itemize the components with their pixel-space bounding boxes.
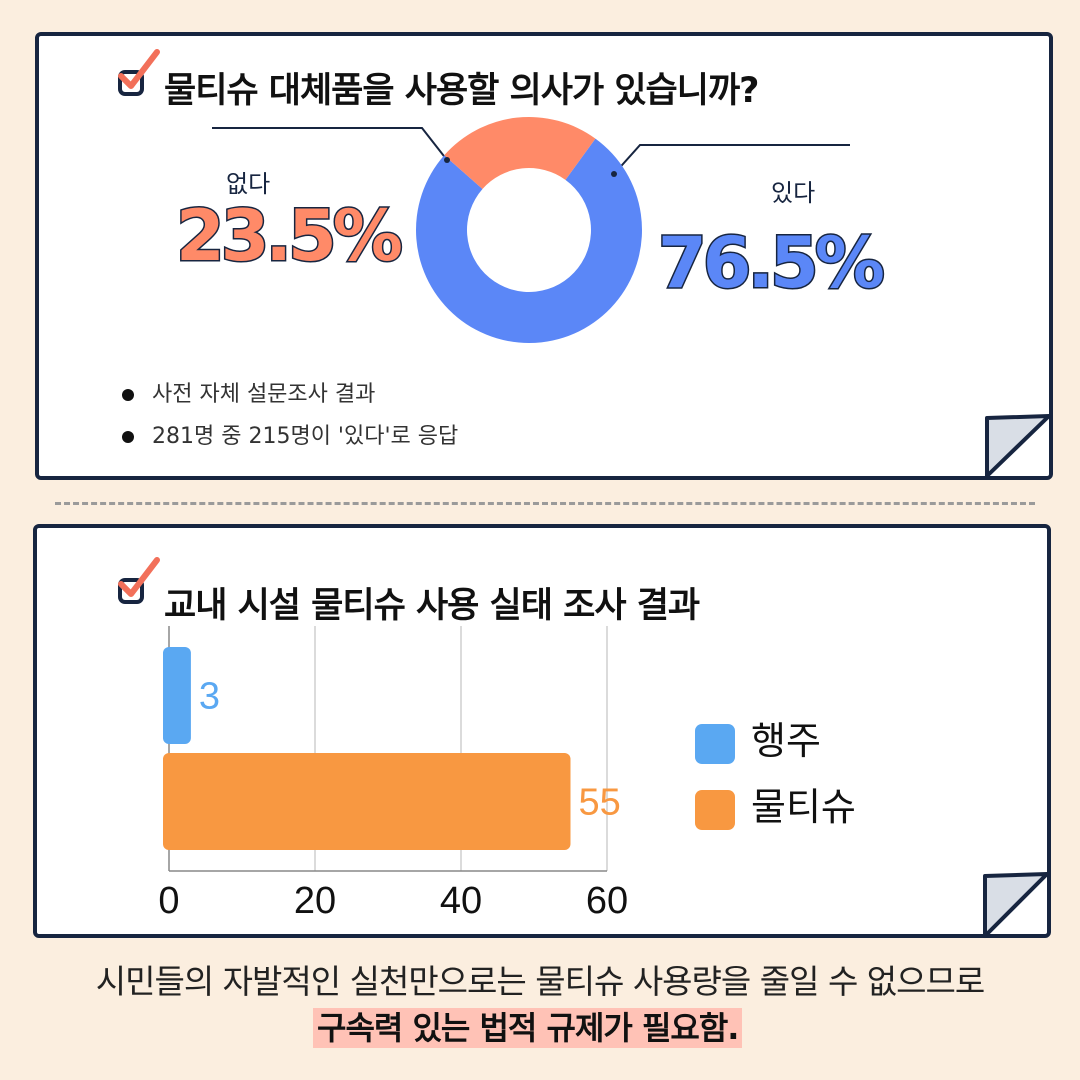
- page-curl-icon: [985, 414, 1051, 478]
- page-curl-icon: [983, 872, 1049, 938]
- checkbox-check-icon: [118, 557, 160, 604]
- yes-leader-line: [613, 144, 850, 175]
- bar-mulsyu: [163, 753, 571, 850]
- no-label: 없다: [226, 170, 271, 198]
- x-tick-label: 20: [294, 880, 336, 920]
- donut-slice-yes: [416, 138, 642, 343]
- survey-card: [35, 32, 1053, 480]
- x-tick-label: 40: [440, 880, 482, 920]
- footer-text: 시민들의 자발적인 실천만으로는 물티슈 사용량을 줄일 수 없으므로: [95, 962, 986, 1001]
- no-leader-line: [212, 127, 448, 161]
- bar-haengju: [163, 647, 191, 744]
- survey-notes: 사전 자체 설문조사 결과 281명 중 215명이 '있다'로 응답: [120, 380, 458, 464]
- footer-highlight: 구속력 있는 법적 규제가 필요함.: [313, 1008, 743, 1048]
- bar-value-label: 3: [199, 676, 220, 718]
- usage-bar-chart: 3 55 0 20 40 60: [158, 626, 628, 920]
- x-tick-label: 60: [586, 880, 628, 920]
- section-divider: [55, 502, 1035, 505]
- checkbox-check-icon: [118, 49, 160, 96]
- yes-label: 있다: [771, 179, 816, 207]
- bar-value-label: 55: [579, 782, 621, 824]
- donut-chart: [212, 117, 850, 343]
- legend-swatch: [695, 724, 735, 764]
- yes-percent: 76.5%: [657, 221, 887, 306]
- survey-note: 281명 중 215명이 '있다'로 응답: [120, 422, 458, 464]
- no-percent: 23.5%: [175, 194, 405, 279]
- donut-slice-no: [444, 117, 596, 189]
- no-leader-dot: [444, 157, 450, 163]
- legend-label: 물티슈: [751, 785, 856, 829]
- survey-title: 물티슈 대체품을 사용할 의사가 있습니까?: [164, 71, 759, 111]
- legend-label: 행주: [751, 719, 821, 763]
- x-tick-label: 0: [158, 880, 179, 920]
- survey-note: 사전 자체 설문조사 결과: [120, 380, 458, 422]
- usage-card: [33, 524, 1051, 938]
- usage-title: 교내 시설 물티슈 사용 실태 조사 결과: [164, 586, 700, 626]
- yes-leader-dot: [611, 171, 617, 177]
- legend-swatch: [695, 790, 735, 830]
